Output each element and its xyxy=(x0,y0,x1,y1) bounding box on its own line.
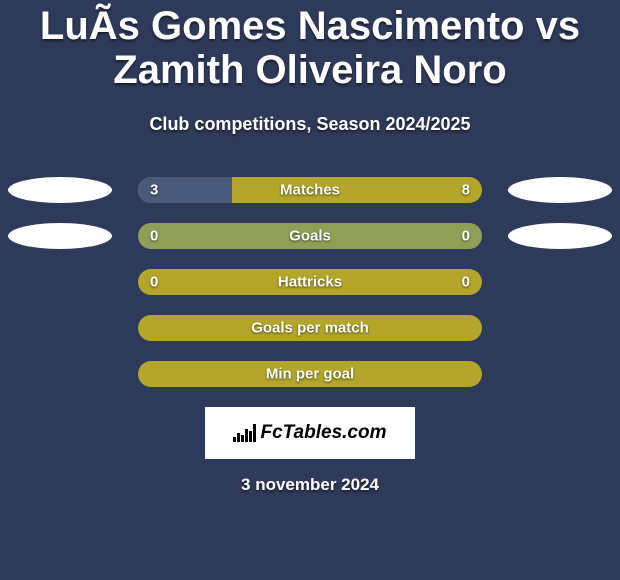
stat-row: 0Goals0 xyxy=(0,223,620,249)
bar-chart-icon xyxy=(233,424,256,442)
stat-bar: 0Hattricks0 xyxy=(138,269,482,295)
logo-text: FcTables.com xyxy=(260,422,386,444)
stat-row: 0Hattricks0 xyxy=(0,269,620,295)
stat-right-value: 0 xyxy=(462,274,470,291)
logo: FcTables.com xyxy=(233,422,386,444)
date-label: 3 november 2024 xyxy=(0,475,620,495)
stat-label: Goals per match xyxy=(138,320,482,337)
stat-right-value: 0 xyxy=(462,228,470,245)
team-left-oval xyxy=(8,177,112,203)
subtitle: Club competitions, Season 2024/2025 xyxy=(0,114,620,135)
team-left-oval xyxy=(8,223,112,249)
stat-row: 3Matches8 xyxy=(0,177,620,203)
comparison-infographic: LuÃ­s Gomes Nascimento vs Zamith Oliveir… xyxy=(0,0,620,495)
stat-bar: Goals per match xyxy=(138,315,482,341)
team-right-oval xyxy=(508,223,612,249)
team-right-oval xyxy=(508,177,612,203)
stat-right-value: 8 xyxy=(462,182,470,199)
stat-rows: 3Matches80Goals00Hattricks0Goals per mat… xyxy=(0,177,620,387)
stat-bar: 3Matches8 xyxy=(138,177,482,203)
stat-bar: Min per goal xyxy=(138,361,482,387)
stat-label: Matches xyxy=(138,182,482,199)
page-title: LuÃ­s Gomes Nascimento vs Zamith Oliveir… xyxy=(0,4,620,92)
stat-label: Goals xyxy=(138,228,482,245)
stat-row: Min per goal xyxy=(0,361,620,387)
stat-label: Hattricks xyxy=(138,274,482,291)
stat-row: Goals per match xyxy=(0,315,620,341)
stat-label: Min per goal xyxy=(138,366,482,383)
stat-bar: 0Goals0 xyxy=(138,223,482,249)
logo-box: FcTables.com xyxy=(205,407,415,459)
